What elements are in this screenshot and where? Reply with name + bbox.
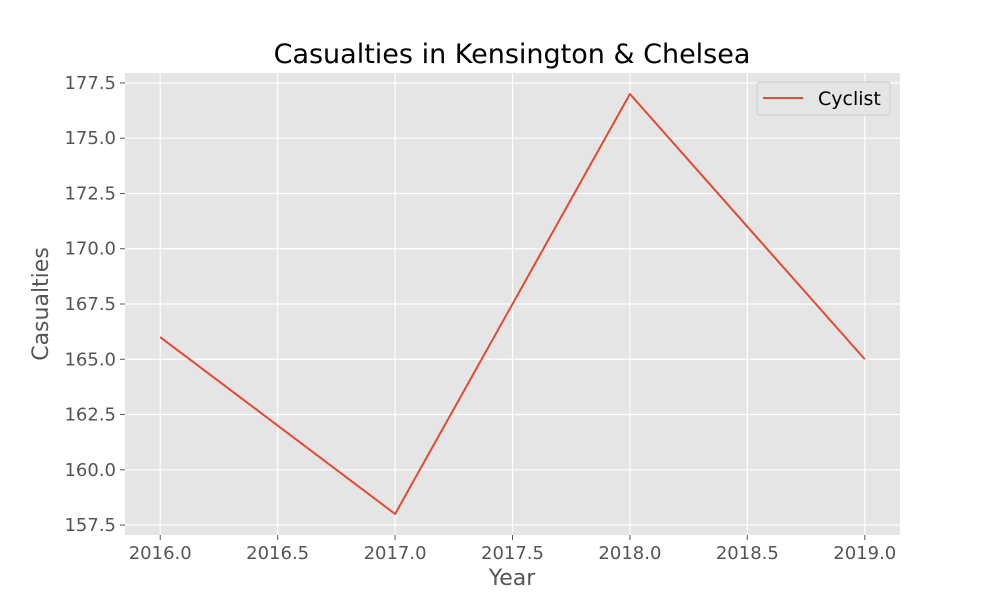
- y-tick-label: 165.0: [64, 349, 116, 370]
- y-tick-label: 170.0: [64, 239, 116, 260]
- grid-lines: [125, 73, 900, 535]
- y-tick-label: 175.0: [64, 128, 116, 149]
- y-axis-ticks: 157.5 160.0 162.5 165.0 167.5 170.0 172.5 175.0…: [64, 73, 125, 536]
- x-tick-label: 2016.0: [129, 543, 192, 564]
- chart-title: Casualties in Kensington & Chelsea: [274, 39, 751, 70]
- x-tick-label: 2017.5: [481, 543, 544, 564]
- x-tick-label: 2017.0: [364, 543, 427, 564]
- series-line-cyclist: [159, 93, 866, 515]
- legend-label: Cyclist: [818, 88, 881, 110]
- x-tick-label: 2016.5: [246, 543, 309, 564]
- x-tick-label: 2018.0: [598, 543, 661, 564]
- y-tick-label: 160.0: [64, 460, 116, 481]
- y-tick-label: 177.5: [64, 73, 116, 94]
- y-tick-label: 157.5: [64, 515, 116, 536]
- series-lines: [159, 93, 866, 515]
- legend-box: [756, 81, 891, 116]
- x-tick-label: 2018.5: [716, 543, 779, 564]
- y-tick-label: 167.5: [64, 294, 116, 315]
- x-axis-label: Year: [488, 566, 537, 591]
- y-tick-label: 172.5: [64, 183, 116, 204]
- y-tick-label: 162.5: [64, 405, 116, 426]
- y-axis-label: Casualties: [29, 247, 54, 361]
- legend: Cyclist: [756, 81, 891, 116]
- x-tick-label: 2019.0: [833, 543, 896, 564]
- x-axis-ticks: 2016.0 2016.5 2017.0 2017.5 2018.0 2018.5 2019…: [129, 535, 896, 564]
